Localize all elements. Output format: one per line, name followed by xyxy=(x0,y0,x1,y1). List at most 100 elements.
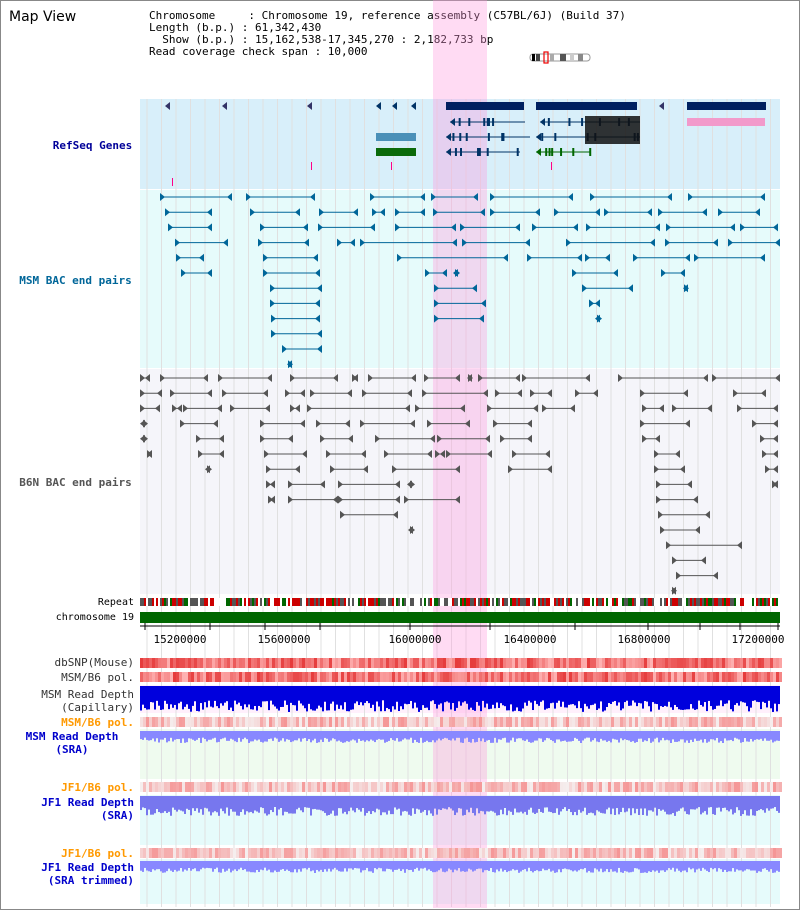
msm-bac-pair-end xyxy=(207,208,212,217)
jf1-trim-depth-bar xyxy=(354,861,356,868)
jf1-pol-cell xyxy=(356,782,359,792)
msm-pol-cell xyxy=(500,672,503,682)
msm-sra-depth-bar xyxy=(474,731,476,743)
repeat-cell xyxy=(274,598,276,606)
jf1-trim-depth-bar xyxy=(750,861,752,871)
jf1-trim-depth-bar xyxy=(202,861,204,868)
msm-capillary-depth-bar xyxy=(164,686,166,701)
b6n-bac-pair-end xyxy=(140,389,145,398)
jf1-trim-depth-bar xyxy=(464,861,466,872)
jf1-pol2-cell xyxy=(323,848,326,858)
msm-pol2-cell xyxy=(311,717,314,727)
jf1-pol2-cell xyxy=(464,848,467,858)
gene-block xyxy=(376,133,416,141)
repeat-cell xyxy=(512,598,514,606)
msm-pol2-cell xyxy=(776,717,779,727)
jf1-trim-depth-bar xyxy=(622,861,624,873)
msm-capillary-depth-bar xyxy=(604,686,606,711)
msm-pol2-cell xyxy=(569,717,572,727)
jf1-pol2-cell xyxy=(236,848,239,858)
repeat-cell xyxy=(768,598,770,606)
msm-pol2-cell xyxy=(332,717,335,727)
msm-pol2-cell xyxy=(389,717,392,727)
repeat-cell xyxy=(302,598,304,606)
jf1-sra-depth-bar xyxy=(236,796,238,816)
msm-sra-depth-bar xyxy=(250,731,252,742)
msm-bac-pair-end xyxy=(535,208,540,217)
jf1-trim-depth-bar xyxy=(256,861,258,871)
dbsnp-cell xyxy=(419,658,422,668)
jf1-pol2-cell xyxy=(164,848,167,858)
jf1-trim-depth-bar xyxy=(614,861,616,872)
jf1-sra-depth-bar xyxy=(304,796,306,808)
jf1-trim-depth-bar xyxy=(218,861,220,873)
msm-sra-depth-bar xyxy=(700,731,702,740)
msm-pol-cell xyxy=(773,672,776,682)
refseq-genes-label[interactable]: RefSeq Genes xyxy=(52,139,133,152)
dbsnp-cell xyxy=(200,658,203,668)
jf1-pol-cell xyxy=(176,782,179,792)
msm-pol-cell xyxy=(230,672,233,682)
jf1-pol2-cell xyxy=(602,848,605,858)
jf1-pol-cell xyxy=(479,782,482,792)
jf1-sra-depth-bar xyxy=(652,796,654,812)
msm-pol2-cell xyxy=(644,717,647,727)
msm-pol2-cell xyxy=(278,717,281,727)
msm-capillary-depth-bar xyxy=(194,686,196,702)
msm-capillary-depth-bar xyxy=(284,686,286,701)
msm-pol-cell xyxy=(689,672,692,682)
jf1-sra-depth-bar xyxy=(554,796,556,813)
msm-capillary-depth-bar xyxy=(654,686,656,704)
gene-arrow xyxy=(411,102,416,110)
jf1-trim-depth-bar xyxy=(244,861,246,870)
repeat-cell xyxy=(448,598,450,606)
jf1-trim-depth-bar xyxy=(598,861,600,872)
msm-pol2-cell xyxy=(419,717,422,727)
msm-sra-depth-bar xyxy=(166,731,168,743)
msm-capillary-depth-bar xyxy=(574,686,576,706)
region-info: Chromosome : Chromosome 19, reference as… xyxy=(149,10,626,58)
repeat-cell xyxy=(500,598,502,606)
msm-pol-cell xyxy=(701,672,704,682)
msm-pol-cell xyxy=(656,672,659,682)
dbsnp-cell xyxy=(713,658,716,668)
jf1-sra-depth-bar xyxy=(330,796,332,814)
jf1-trim-depth-bar xyxy=(538,861,540,872)
jf1-pol-cell xyxy=(680,782,683,792)
jf1-pol-cell xyxy=(521,782,524,792)
msm-sra-depth-bar xyxy=(686,731,688,741)
jf1-pol2-cell xyxy=(353,848,356,858)
msm-pol-cell xyxy=(527,672,530,682)
jf1-trim-depth-bar xyxy=(344,861,346,869)
b6n-bac-pair-end xyxy=(487,404,492,413)
msm-sra-depth-bar xyxy=(560,731,562,742)
msm-pol2-cell xyxy=(323,717,326,727)
jf1-pol2-cell xyxy=(569,848,572,858)
repeat-cell xyxy=(586,598,588,606)
b6n-bac-label[interactable]: B6N BAC end pairs xyxy=(19,476,132,489)
repeat-cell xyxy=(572,598,574,606)
jf1-sra-depth-bar xyxy=(570,796,572,813)
msm-bac-label[interactable]: MSM BAC end pairs xyxy=(19,274,132,287)
jf1-pol-cell xyxy=(218,782,221,792)
jf1-pol-cell xyxy=(146,782,149,792)
msm-capillary-depth-bar xyxy=(172,686,174,708)
msm-pol-cell xyxy=(353,672,356,682)
msm-capillary-depth-bar xyxy=(726,686,728,704)
msm-sra-depth-bar xyxy=(640,731,642,739)
msm-pol-cell xyxy=(425,672,428,682)
jf1-pol2-cell xyxy=(674,848,677,858)
jf1-sra-depth-bar xyxy=(244,796,246,815)
repeat-cell xyxy=(206,598,208,606)
msm-pol-cell xyxy=(413,672,416,682)
msm-pol-cell xyxy=(662,672,665,682)
jf1-sra-depth-bar xyxy=(192,796,194,809)
msm-sra-depth-bar xyxy=(308,731,310,740)
jf1-trim-depth-bar xyxy=(274,861,276,871)
msm-pol-cell xyxy=(401,672,404,682)
refseq-tick xyxy=(551,162,552,170)
msm-pol-cell xyxy=(155,672,158,682)
jf1-pol-label-1: JF1/B6 pol. xyxy=(61,781,134,794)
msm-sra-depth-bar xyxy=(500,731,502,740)
